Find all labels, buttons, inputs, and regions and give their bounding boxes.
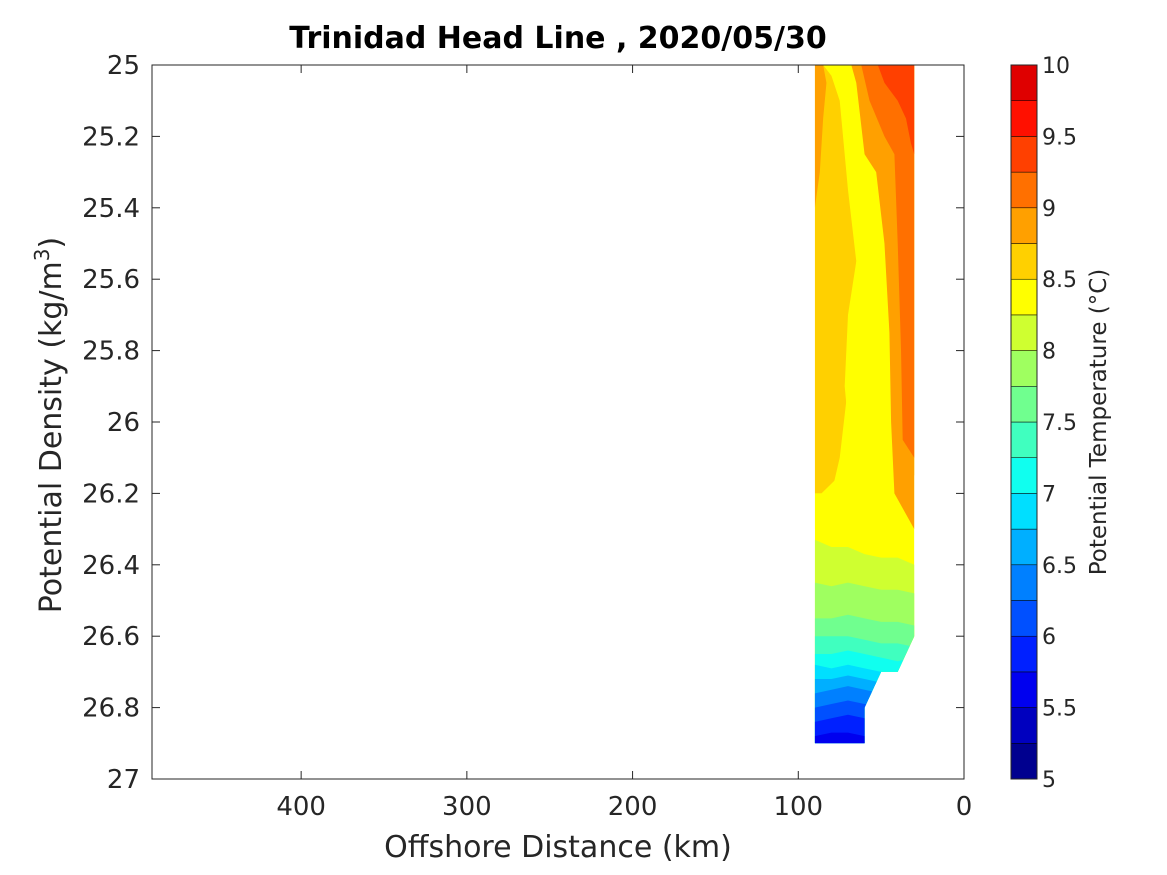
y-axis-label-main: Potential Density (kg/m — [34, 261, 69, 613]
colorbar-label: Potential Temperature (°C) — [1086, 269, 1112, 576]
y-axis-label-tail: ) — [34, 237, 69, 249]
x-axis: 400 300 200 100 0 — [276, 65, 972, 822]
colorbar-swatch — [1010, 100, 1038, 137]
colorbar-tick-label: 8.5 — [1042, 268, 1077, 293]
colorbar-swatch — [1010, 386, 1038, 423]
x-tick-label: 100 — [773, 792, 823, 822]
colorbar-tick-label: 9.5 — [1042, 125, 1077, 150]
y-tick-label: 26.6 — [82, 622, 140, 652]
colorbar-swatch — [1010, 421, 1038, 458]
contour-region-5 — [861, 65, 915, 458]
colorbar-tick-label: 6.5 — [1042, 554, 1077, 579]
colorbar-swatch — [1010, 528, 1038, 566]
contour-region-18 — [814, 732, 915, 744]
colorbar-swatch — [1010, 457, 1038, 494]
colorbar-swatch — [1010, 671, 1038, 708]
y-tick-label: 25.2 — [82, 122, 140, 152]
y-tick-label: 25.6 — [82, 265, 140, 295]
x-tick-label: 200 — [608, 792, 658, 822]
colorbar-frame — [1010, 64, 1038, 780]
colorbar-tick-label: 10 — [1042, 54, 1070, 79]
y-tick-label: 26.2 — [82, 479, 140, 509]
y-tick-label: 25 — [107, 51, 140, 81]
colorbar-swatch — [1010, 635, 1038, 673]
y-tick-label: 26.4 — [82, 551, 140, 581]
colorbar-tick-label: 8 — [1042, 340, 1056, 365]
contour-region-6 — [877, 65, 915, 155]
chart-title: Trinidad Head Line , 2020/05/30 — [289, 21, 826, 56]
contour-region-1 — [814, 65, 857, 494]
colorbar-swatch — [1010, 350, 1038, 387]
y-tick-label: 27 — [107, 765, 140, 795]
colorbar-tick-label: 5.5 — [1042, 697, 1077, 722]
colorbar-tick-label: 9 — [1042, 197, 1056, 222]
y-tick-label: 25.4 — [82, 194, 140, 224]
colorbar-swatch — [1010, 136, 1038, 173]
colorbar-tick-label: 6 — [1042, 625, 1056, 650]
y-axis-label: Potential Density (kg/m3) — [30, 237, 69, 613]
contour-region-7 — [814, 261, 873, 530]
colorbar-swatch — [1010, 207, 1038, 244]
colorbar-swatch — [1010, 493, 1038, 530]
contour-fill-group — [814, 65, 915, 744]
colorbar: 5 5.5 6 6.5 7 7.5 8 8.5 9 9.5 10 — [1010, 54, 1077, 793]
contour-region-3 — [814, 65, 827, 208]
y-axis: 25 25.2 25.4 25.6 25.8 26 26.2 26.4 26.6 26.8 27 — [82, 51, 964, 795]
y-axis-label-superscript: 3 — [30, 248, 54, 261]
y-tick-label: 25.8 — [82, 337, 140, 367]
x-tick-label: 0 — [956, 792, 973, 822]
x-tick-label: 400 — [276, 792, 326, 822]
colorbar-swatch — [1010, 743, 1038, 780]
colorbar-swatch — [1010, 171, 1038, 209]
colorbar-swatch — [1010, 278, 1038, 316]
x-axis-label: Offshore Distance (km) — [384, 830, 732, 865]
colorbar-tick-label: 7 — [1042, 482, 1056, 507]
colorbar-tick-label: 7.5 — [1042, 411, 1077, 436]
colorbar-swatch — [1010, 600, 1038, 637]
colorbar-swatch — [1010, 707, 1038, 744]
colorbar-swatch — [1010, 64, 1038, 101]
colorbar-swatch — [1010, 564, 1038, 601]
colorbar-swatch — [1010, 314, 1038, 351]
colorbar-swatch — [1010, 243, 1038, 280]
x-tick-label: 300 — [442, 792, 492, 822]
colorbar-tick-label: 5 — [1042, 768, 1056, 793]
y-tick-label: 26 — [107, 408, 140, 438]
y-tick-label: 26.8 — [82, 694, 140, 724]
